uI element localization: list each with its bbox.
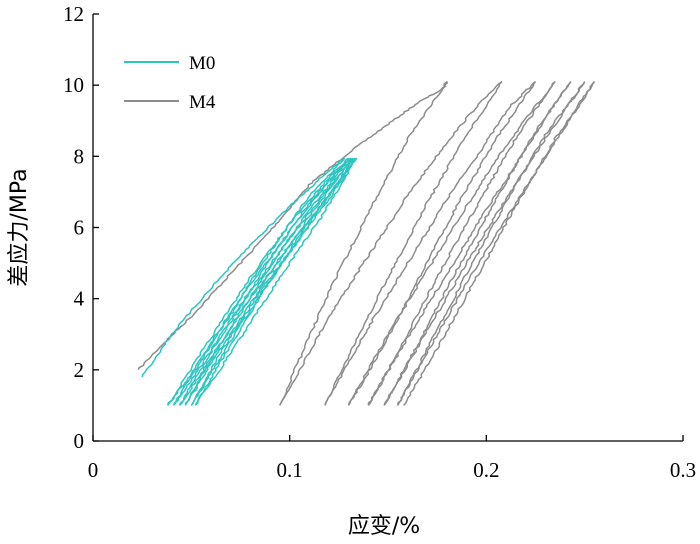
series-m0-cycle-line — [178, 157, 352, 406]
legend: M0 M4 — [124, 53, 216, 113]
y-tick-label: 4 — [74, 287, 85, 311]
series-m4-cycle-line — [383, 81, 572, 406]
series-m4-cycle-line — [397, 81, 586, 406]
series-m0-cycle-line — [190, 157, 358, 406]
x-tick-label: 0.2 — [473, 458, 499, 482]
legend-label-m0: M0 — [189, 53, 215, 74]
x-ticks: 0 0.1 0.2 0.3 — [88, 435, 696, 482]
series-m0-cycle-line — [141, 157, 346, 378]
series-m4-cycle-line — [279, 80, 503, 406]
y-tick-label: 10 — [63, 73, 84, 97]
x-tick-label: 0 — [88, 458, 99, 482]
y-tick-label: 8 — [74, 144, 85, 168]
series-m0-cycle-line — [184, 157, 356, 406]
legend-label-m4: M4 — [189, 92, 216, 113]
series-m4-cycle-line — [324, 81, 503, 406]
y-tick-label: 12 — [63, 2, 84, 26]
series-m0 — [141, 157, 358, 406]
series-m0-cycle-line — [173, 157, 352, 406]
series-m4-cycle-line — [137, 81, 449, 371]
series-m4-cycle-line — [348, 81, 537, 406]
x-tick-label: 0.3 — [670, 458, 696, 482]
series-m0-cycle-line — [178, 157, 354, 406]
x-axis-title: 应变/% — [348, 514, 420, 539]
series-m4-cycle-line — [397, 81, 596, 406]
x-tick-label: 0.1 — [277, 458, 303, 482]
series-m4-cycle-line — [324, 81, 536, 406]
y-tick-label: 0 — [74, 429, 85, 453]
series-m0-cycle-line — [167, 157, 346, 406]
y-axis-title: 差应力/MPa — [7, 168, 32, 286]
y-tick-label: 2 — [74, 358, 85, 382]
series-m0-cycle-line — [194, 157, 358, 406]
series-m4-cycle-line — [383, 81, 586, 406]
y-ticks: 0 2 4 6 8 10 12 — [63, 2, 99, 453]
axes: 0 2 4 6 8 10 12 0 0.1 0.2 0.3 — [63, 2, 696, 482]
series-m4-cycle-line — [367, 81, 572, 406]
series-m4-cycle-line — [403, 81, 596, 406]
y-tick-label: 6 — [74, 216, 85, 240]
series-m4-cycle-line — [279, 81, 448, 406]
series-m0-cycle-line — [172, 157, 350, 406]
plot-area — [137, 80, 596, 406]
series-m4-cycle-line — [347, 81, 556, 406]
series-m4 — [137, 80, 596, 406]
series-m0-cycle-line — [194, 157, 358, 406]
